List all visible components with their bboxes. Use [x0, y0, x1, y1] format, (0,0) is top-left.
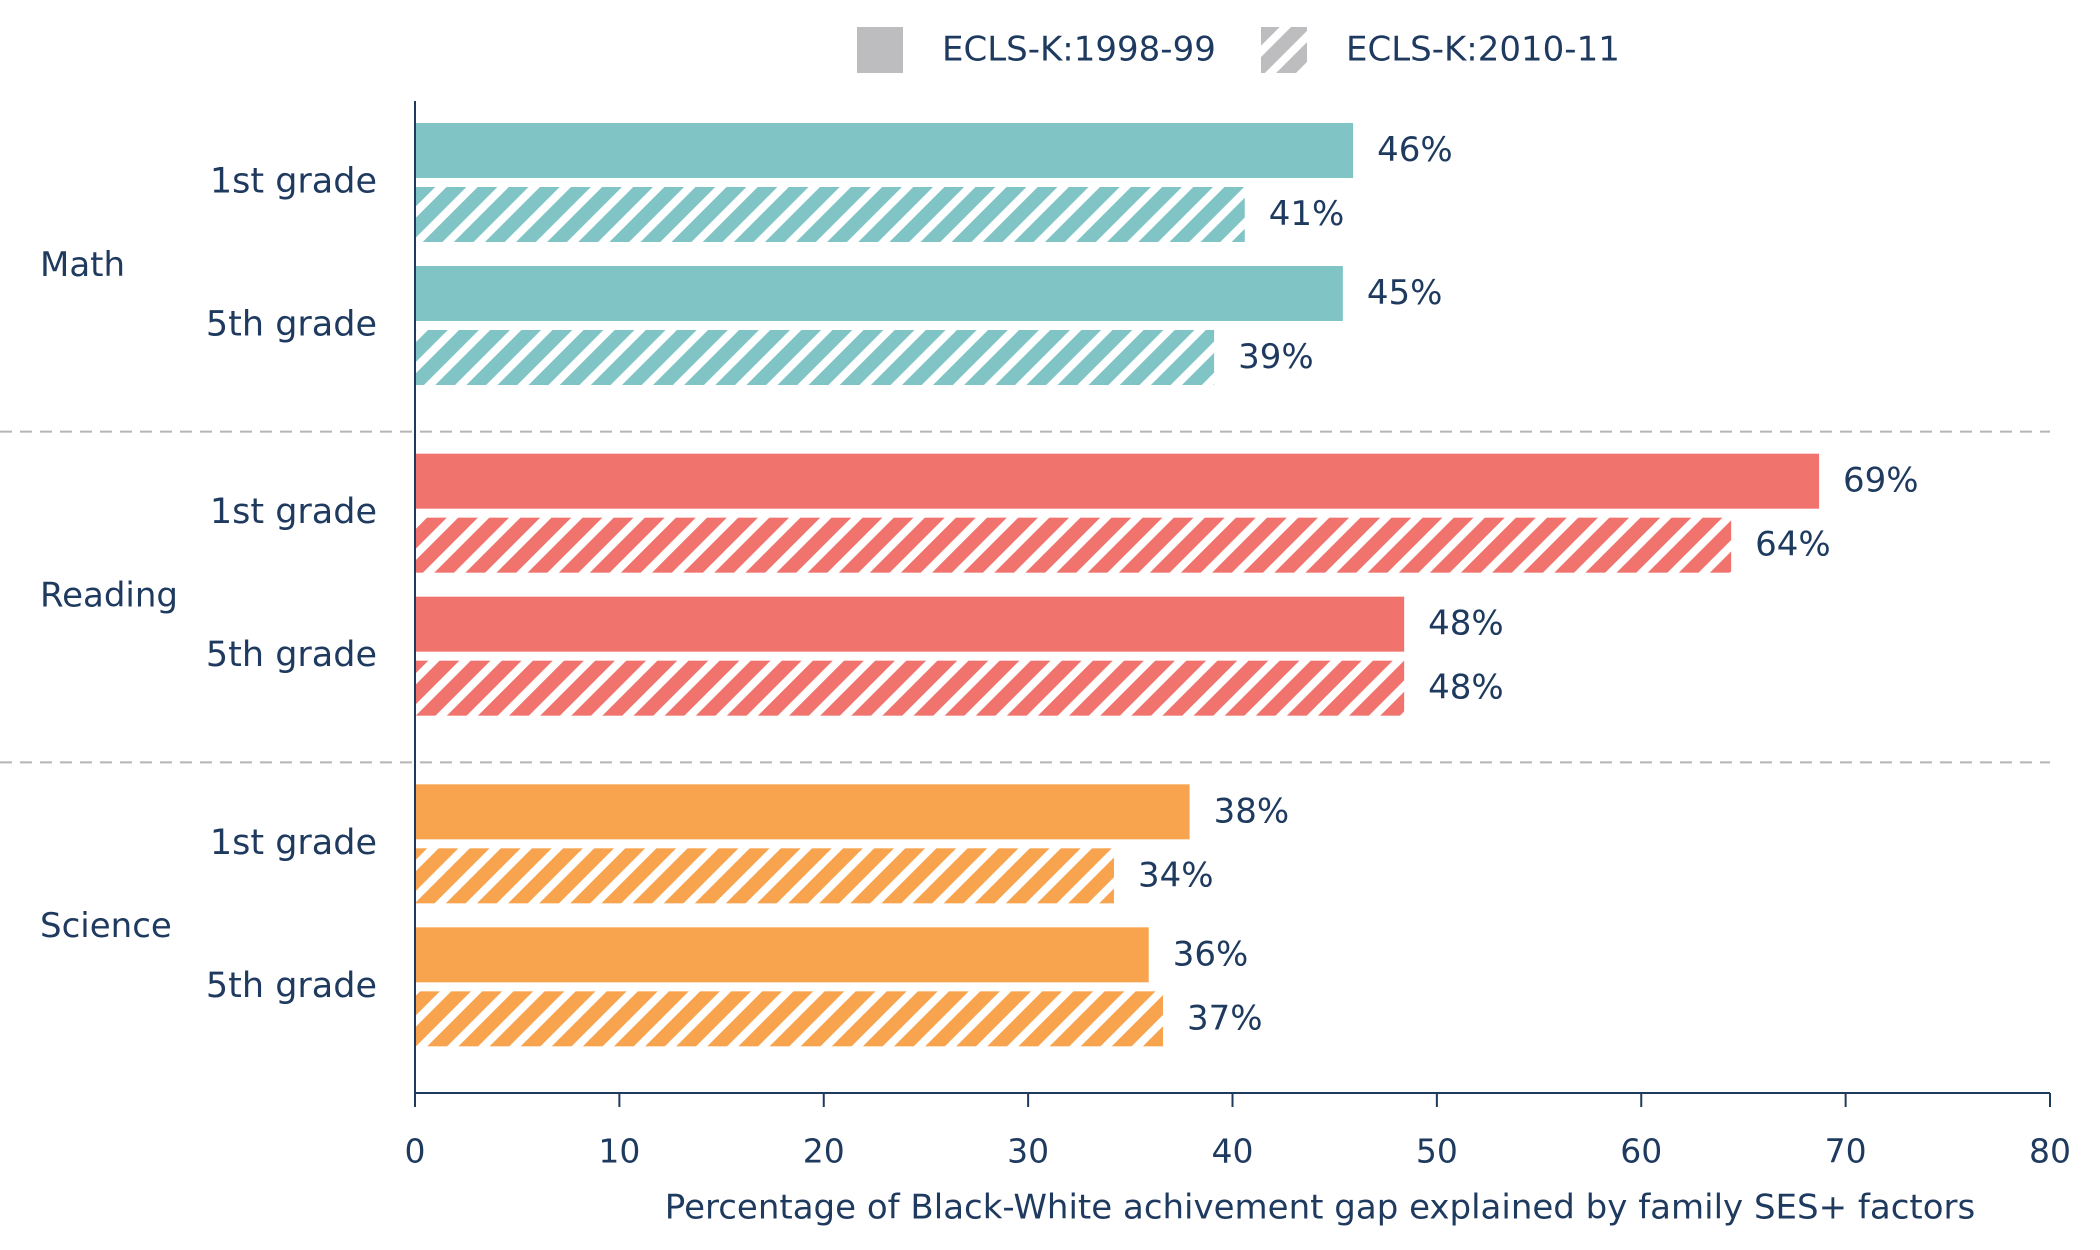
- value-label: 38%: [1214, 791, 1290, 831]
- legend-swatch: [857, 27, 903, 73]
- bar: [415, 123, 1354, 178]
- bar: [415, 596, 1405, 652]
- value-label: 34%: [1138, 855, 1214, 895]
- value-label: 46%: [1377, 130, 1453, 170]
- bar: [415, 660, 1405, 716]
- bar: [415, 330, 1215, 385]
- value-label: 48%: [1428, 668, 1504, 708]
- bar: [415, 784, 1190, 840]
- x-axis-title: Percentage of Black-White achivement gap…: [665, 1188, 1975, 1228]
- bar: [415, 266, 1343, 321]
- value-label: 41%: [1269, 194, 1345, 234]
- value-label: 69%: [1843, 461, 1919, 501]
- legend-swatch: [1261, 27, 1307, 73]
- x-tick-label: 0: [405, 1132, 426, 1171]
- x-tick-label: 40: [1212, 1132, 1254, 1171]
- x-tick-label: 30: [1007, 1132, 1049, 1171]
- x-tick-label: 80: [2029, 1132, 2071, 1171]
- bar: [415, 848, 1114, 904]
- group-label: Math: [40, 245, 125, 285]
- value-label: 39%: [1238, 337, 1314, 377]
- x-tick-label: 20: [803, 1132, 845, 1171]
- bar: [415, 927, 1149, 983]
- category-label: 5th grade: [206, 966, 377, 1006]
- x-tick-label: 70: [1825, 1132, 1867, 1171]
- bar: [415, 991, 1164, 1047]
- bar: [415, 187, 1245, 242]
- group-label: Science: [40, 906, 172, 946]
- group-label: Reading: [40, 576, 178, 616]
- category-label: 5th grade: [206, 305, 377, 345]
- legend-label: ECLS-K:2010-11: [1346, 30, 1620, 70]
- value-label: 64%: [1755, 525, 1831, 565]
- category-label: 1st grade: [210, 492, 377, 532]
- bar: [415, 453, 1820, 509]
- x-tick-label: 10: [598, 1132, 640, 1171]
- bar: [415, 517, 1732, 573]
- category-label: 5th grade: [206, 635, 377, 675]
- value-label: 45%: [1367, 273, 1443, 313]
- value-label: 36%: [1173, 934, 1249, 974]
- legend-label: ECLS-K:1998-99: [942, 30, 1216, 70]
- x-tick-label: 50: [1416, 1132, 1458, 1171]
- category-label: 1st grade: [210, 823, 377, 863]
- category-label: 1st grade: [210, 162, 377, 202]
- value-label: 37%: [1187, 998, 1263, 1038]
- x-tick-label: 60: [1620, 1132, 1662, 1171]
- value-label: 48%: [1428, 604, 1504, 644]
